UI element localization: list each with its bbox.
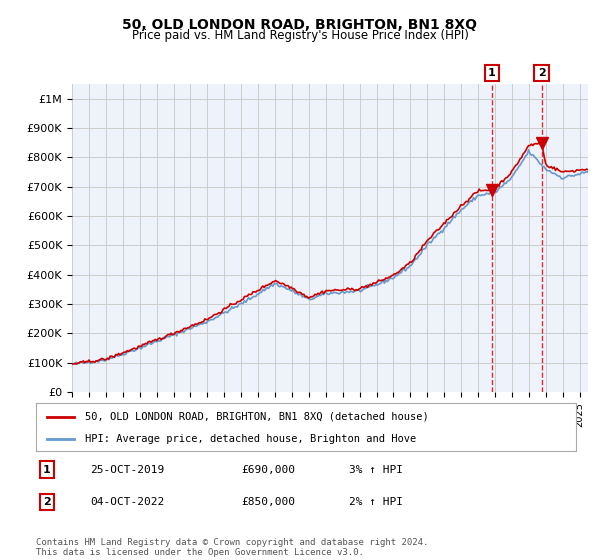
- Text: 3% ↑ HPI: 3% ↑ HPI: [349, 465, 403, 475]
- Text: 04-OCT-2022: 04-OCT-2022: [90, 497, 164, 507]
- Text: 2: 2: [538, 68, 545, 78]
- Text: 50, OLD LONDON ROAD, BRIGHTON, BN1 8XQ: 50, OLD LONDON ROAD, BRIGHTON, BN1 8XQ: [122, 18, 478, 32]
- Text: £690,000: £690,000: [241, 465, 295, 475]
- Text: 2% ↑ HPI: 2% ↑ HPI: [349, 497, 403, 507]
- Text: HPI: Average price, detached house, Brighton and Hove: HPI: Average price, detached house, Brig…: [85, 434, 416, 444]
- Text: 1: 1: [488, 68, 496, 78]
- Text: Contains HM Land Registry data © Crown copyright and database right 2024.
This d: Contains HM Land Registry data © Crown c…: [36, 538, 428, 557]
- Text: Price paid vs. HM Land Registry's House Price Index (HPI): Price paid vs. HM Land Registry's House …: [131, 29, 469, 42]
- Text: 2: 2: [43, 497, 50, 507]
- Text: 50, OLD LONDON ROAD, BRIGHTON, BN1 8XQ (detached house): 50, OLD LONDON ROAD, BRIGHTON, BN1 8XQ (…: [85, 412, 428, 422]
- Text: 25-OCT-2019: 25-OCT-2019: [90, 465, 164, 475]
- Text: £850,000: £850,000: [241, 497, 295, 507]
- Text: 1: 1: [43, 465, 50, 475]
